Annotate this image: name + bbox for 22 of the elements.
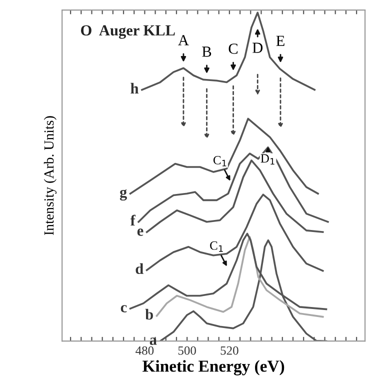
annotation: D	[252, 42, 263, 53]
series-label: e	[137, 228, 144, 236]
series-label: h	[130, 82, 139, 94]
annotation: E	[276, 36, 284, 46]
series-label: d	[136, 263, 144, 274]
y-axis-title: Intensity (Arb. Units)	[44, 116, 57, 236]
series-label: f	[130, 214, 136, 226]
text: O Auger KLL	[81, 25, 175, 39]
series-label: g	[120, 189, 127, 201]
annotation: D$_{1}$	[260, 154, 274, 165]
series-label: c	[120, 305, 127, 312]
annotation: B	[202, 46, 212, 57]
series-label: b	[145, 308, 153, 320]
x-axis-title: Kinetic Energy (eV)	[142, 360, 284, 376]
series-label: a	[150, 338, 157, 345]
x-tick-label: 500	[178, 346, 196, 355]
x-tick-label: 520	[220, 346, 238, 355]
annotation: C$_{1}$	[213, 156, 226, 166]
annotation: C$_{1}$	[210, 241, 223, 252]
annotation: A	[178, 35, 189, 46]
annotation: C	[228, 44, 238, 54]
x-tick-label: 480	[136, 346, 154, 355]
